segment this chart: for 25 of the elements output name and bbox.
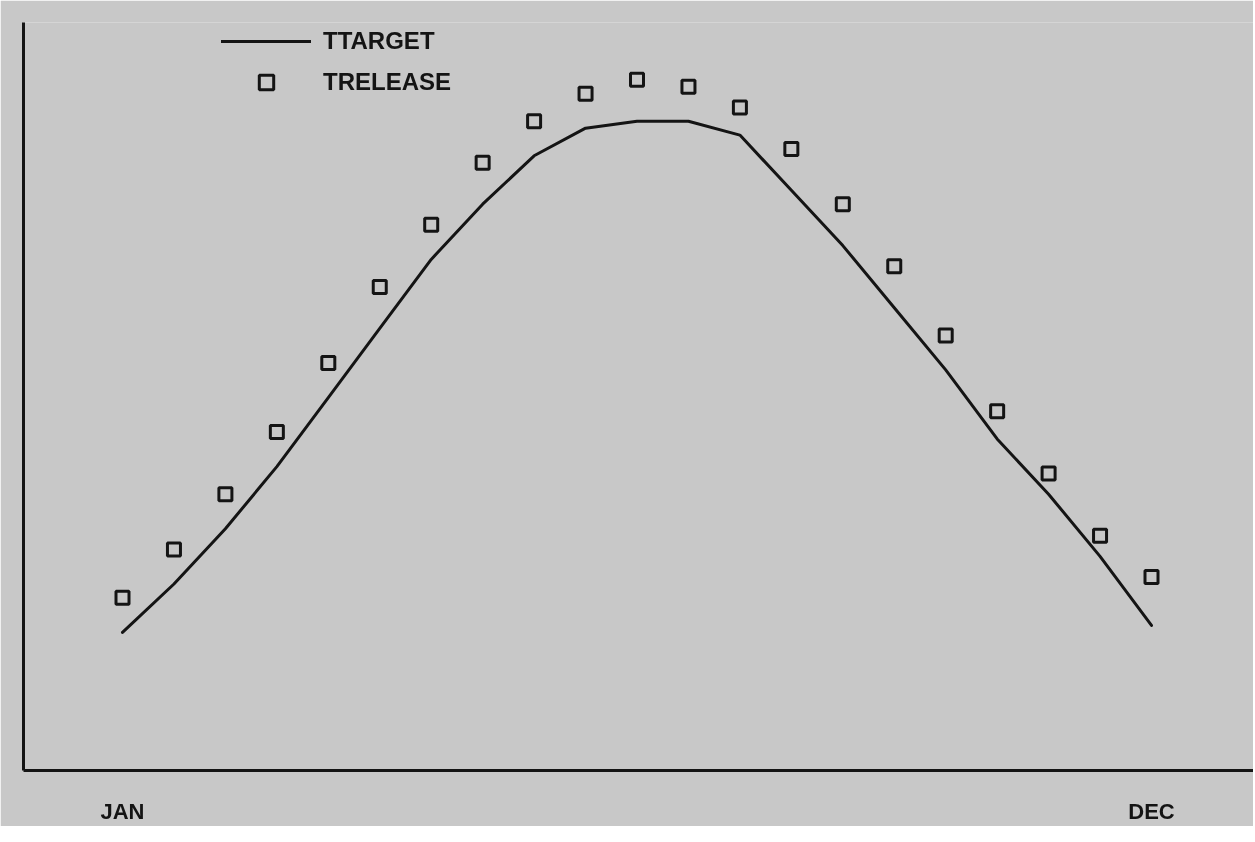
x-tick-label: JAN xyxy=(100,798,145,824)
point xyxy=(629,71,645,88)
point xyxy=(1040,465,1057,482)
point xyxy=(526,113,543,130)
point xyxy=(474,154,491,171)
point xyxy=(577,85,594,102)
point xyxy=(1143,569,1160,586)
point xyxy=(834,196,851,213)
point xyxy=(114,589,131,606)
legend-label: TRELEASE xyxy=(323,67,452,97)
point xyxy=(731,99,748,116)
point xyxy=(783,140,800,157)
point xyxy=(320,355,337,371)
point xyxy=(217,486,234,503)
x-tick-label: DEC xyxy=(1128,798,1175,824)
point xyxy=(937,327,954,344)
point xyxy=(371,279,388,296)
point xyxy=(268,424,285,441)
point xyxy=(989,403,1006,420)
point xyxy=(165,541,182,558)
legend-label: TTARGET xyxy=(323,26,435,56)
point xyxy=(680,78,697,95)
point xyxy=(886,258,903,275)
point xyxy=(423,216,440,233)
point xyxy=(1092,527,1109,544)
